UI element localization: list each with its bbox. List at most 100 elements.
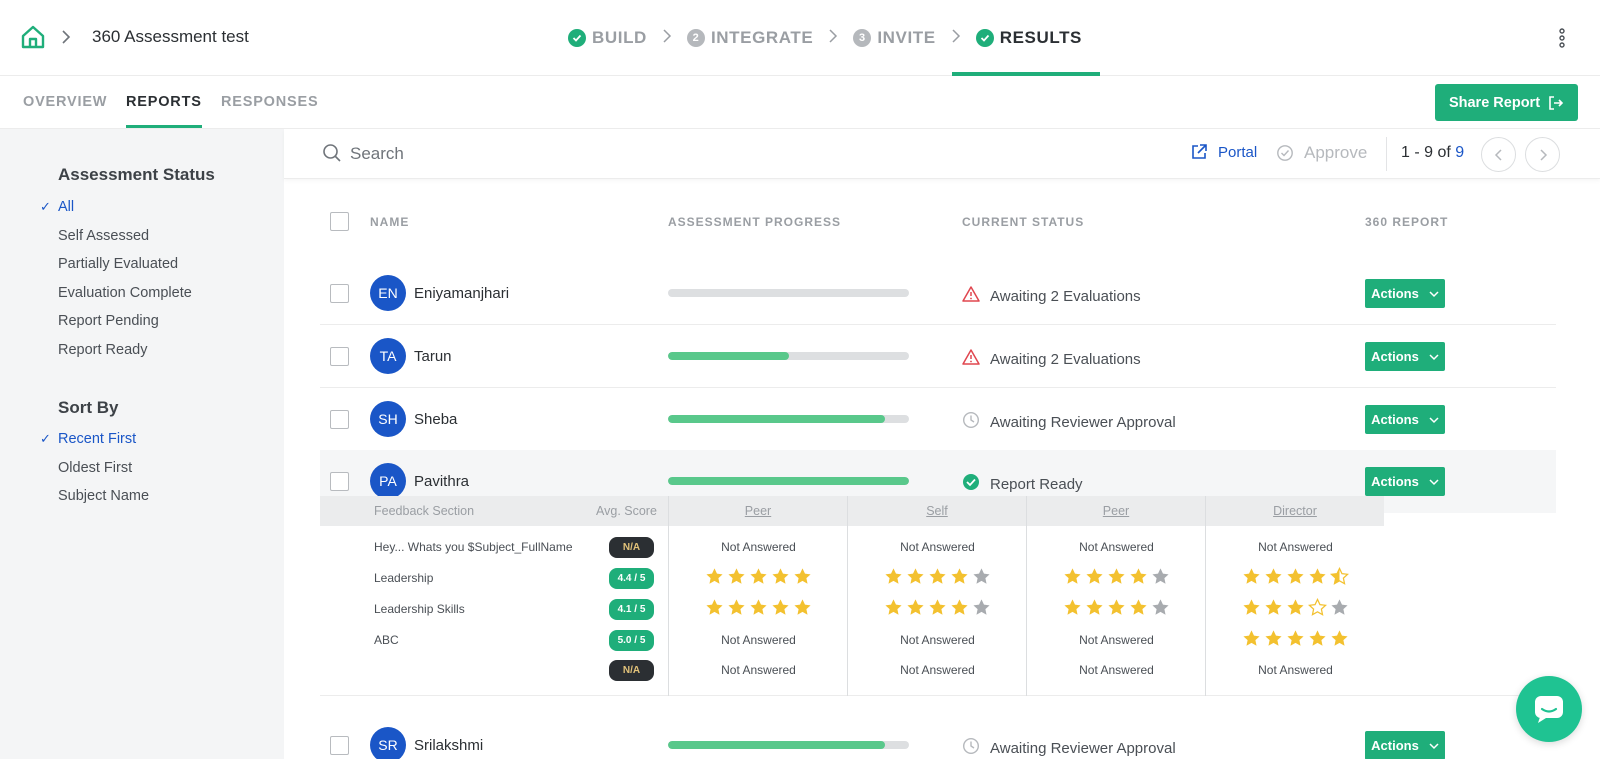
- avg-score-badge: N/A: [609, 660, 654, 681]
- select-all-checkbox[interactable]: [330, 212, 349, 231]
- filter-status-report-pending[interactable]: Report Pending: [58, 313, 159, 329]
- star-icon: [1330, 629, 1349, 653]
- actions-dropdown-button[interactable]: Actions: [1365, 731, 1445, 759]
- search-input[interactable]: [350, 139, 850, 169]
- not-answered-text: Not Answered: [900, 633, 975, 647]
- chevron-right-icon: [62, 30, 71, 44]
- table-row[interactable]: TA Tarun Awaiting 2 Evaluations Actions: [320, 325, 1556, 388]
- row-checkbox[interactable]: [330, 736, 349, 755]
- actions-dropdown-button[interactable]: Actions: [1365, 467, 1445, 496]
- avg-score-header: Avg. Score: [596, 504, 657, 518]
- approve-button[interactable]: Approve: [1276, 143, 1367, 163]
- reviewer-header-link[interactable]: Director: [1206, 496, 1384, 526]
- actions-dropdown-button[interactable]: Actions: [1365, 279, 1445, 308]
- chevron-left-icon: [1494, 148, 1502, 161]
- feedback-section-label: Hey... Whats you $Subject_FullName: [374, 540, 573, 554]
- avatar: EN: [370, 275, 406, 311]
- reviewer-header-link[interactable]: Peer: [1027, 496, 1205, 526]
- avg-score-badge: 5.0 / 5: [609, 630, 654, 651]
- table-row[interactable]: SR Srilakshmi Awaiting Reviewer Approval Ac…: [320, 714, 1556, 759]
- sort-option-subject-name[interactable]: Subject Name: [58, 488, 149, 504]
- sort-option-label: Oldest First: [58, 459, 133, 476]
- subject-name[interactable]: Eniyamanjhari: [414, 285, 510, 302]
- column-header-progress: ASSESSMENT PROGRESS: [668, 215, 842, 229]
- subject-name[interactable]: Pavithra: [414, 473, 470, 490]
- step-results[interactable]: RESULTS: [951, 0, 1101, 76]
- portal-link[interactable]: Portal: [1190, 143, 1257, 161]
- home-icon[interactable]: [20, 24, 46, 50]
- sort-option-oldest-first[interactable]: Oldest First: [58, 460, 132, 476]
- filter-status-partially-evaluated[interactable]: Partially Evaluated: [58, 256, 178, 272]
- star-rating: [1206, 629, 1385, 653]
- subject-name[interactable]: Tarun: [414, 348, 452, 365]
- tab-overview[interactable]: OVERVIEW: [23, 94, 108, 110]
- share-report-button[interactable]: Share Report: [1435, 84, 1578, 121]
- star-icon: [705, 598, 724, 622]
- tab-responses[interactable]: RESPONSES: [221, 94, 319, 110]
- more-menu-icon[interactable]: [1556, 28, 1568, 48]
- filter-status-self-assessed[interactable]: Self Assessed: [58, 228, 149, 244]
- avatar: SR: [370, 727, 406, 759]
- assessment-progress-bar: [668, 741, 909, 749]
- star-rating: [1027, 567, 1206, 591]
- star-icon: [1242, 629, 1261, 653]
- row-checkbox[interactable]: [330, 284, 349, 303]
- row-checkbox[interactable]: [330, 410, 349, 429]
- star-icon: [1063, 567, 1082, 591]
- top-bar: 360 Assessment test BUILD 2 INTEGRATE 3 INVI…: [0, 0, 1600, 76]
- actions-dropdown-button[interactable]: Actions: [1365, 405, 1445, 434]
- star-icon: [950, 598, 969, 622]
- progress-fill: [668, 415, 885, 423]
- row-checkbox[interactable]: [330, 347, 349, 366]
- filter-status-label: Self Assessed: [58, 227, 150, 244]
- reviewer-header-link[interactable]: Self: [848, 496, 1026, 526]
- avatar: PA: [370, 463, 406, 499]
- status-badge: Awaiting Reviewer Approval: [962, 411, 1176, 433]
- not-answered-text: Not Answered: [721, 633, 796, 647]
- actions-label: Actions: [1371, 349, 1419, 364]
- assessment-progress-bar: [668, 289, 909, 297]
- previous-page-button[interactable]: [1481, 137, 1516, 172]
- table-row[interactable]: SH Sheba Awaiting Reviewer Approval Actions: [320, 388, 1556, 451]
- not-answered-text: Not Answered: [721, 663, 796, 677]
- toolbar-divider: [1386, 137, 1387, 171]
- star-icon: [1286, 598, 1305, 622]
- star-icon: [906, 567, 925, 591]
- star-icon: [1308, 597, 1327, 622]
- progress-fill: [668, 477, 909, 485]
- status-badge: Awaiting 2 Evaluations: [962, 348, 1141, 370]
- subject-name[interactable]: Srilakshmi: [414, 737, 484, 754]
- share-report-label: Share Report: [1448, 94, 1541, 111]
- filter-status-label: Evaluation Complete: [58, 284, 192, 301]
- subject-name[interactable]: Sheba: [414, 411, 458, 428]
- filter-status-evaluation-complete[interactable]: Evaluation Complete: [58, 285, 192, 301]
- star-icon: [928, 567, 947, 591]
- star-rating: [669, 598, 848, 622]
- step-number-badge: 2: [686, 29, 705, 47]
- stepper: BUILD 2 INTEGRATE 3 INVITE RESULTS: [568, 0, 1101, 76]
- filter-status-all[interactable]: ✓ All: [40, 199, 74, 215]
- step-invite[interactable]: 3 INVITE: [853, 0, 935, 76]
- step-integrate[interactable]: 2 INTEGRATE: [686, 0, 813, 76]
- star-icon: [705, 567, 724, 591]
- sort-option-label: Subject Name: [58, 488, 150, 504]
- row-checkbox[interactable]: [330, 472, 349, 491]
- star-icon: [1063, 598, 1082, 622]
- not-answered-text: Not Answered: [900, 540, 975, 554]
- tab-reports[interactable]: REPORTS: [126, 94, 202, 128]
- next-page-button[interactable]: [1525, 137, 1560, 172]
- actions-dropdown-button[interactable]: Actions: [1365, 342, 1445, 371]
- warning-icon: [962, 285, 980, 307]
- checkmark-icon: ✓: [40, 199, 51, 214]
- filter-status-report-ready[interactable]: Report Ready: [58, 342, 147, 358]
- step-build[interactable]: BUILD: [568, 0, 647, 76]
- not-answered-text: Not Answered: [1079, 633, 1154, 647]
- not-answered-text: Not Answered: [1079, 540, 1154, 554]
- chat-launcher-button[interactable]: [1516, 676, 1582, 742]
- table-row[interactable]: EN Eniyamanjhari Awaiting 2 Evaluations Act…: [320, 262, 1556, 325]
- reviewer-header-link[interactable]: Peer: [669, 496, 847, 526]
- step-label: INVITE: [877, 28, 936, 47]
- star-icon: [771, 598, 790, 622]
- page-title: 360 Assessment test: [92, 27, 249, 46]
- sort-option-recent-first[interactable]: ✓ Recent First: [40, 431, 136, 447]
